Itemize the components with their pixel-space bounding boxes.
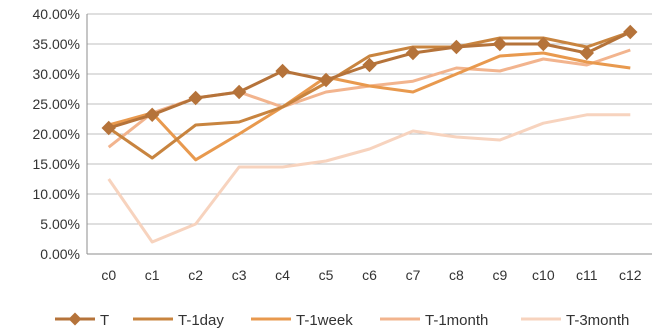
data-point-marker: [231, 84, 247, 100]
y-tick-label: 15.00%: [33, 156, 80, 172]
y-tick-label: 35.00%: [33, 36, 80, 52]
legend-label: T: [100, 312, 109, 329]
x-tick-label: c0: [101, 267, 116, 283]
data-point-marker: [449, 39, 464, 55]
legend-marker: [68, 312, 82, 326]
x-tick-label: c9: [492, 267, 507, 283]
x-tick-label: c6: [362, 267, 377, 283]
x-tick-label: c5: [319, 267, 334, 283]
x-tick-label: c11: [576, 267, 598, 283]
x-tick-label: c4: [275, 267, 290, 283]
data-point-marker: [188, 90, 203, 106]
data-point-marker: [275, 63, 290, 79]
y-tick-label: 10.00%: [33, 186, 80, 202]
x-tick-label: c7: [406, 267, 421, 283]
y-tick-label: 5.00%: [40, 216, 80, 232]
series-group: [101, 24, 638, 244]
y-tick-label: 0.00%: [40, 246, 80, 262]
y-tick-label: 30.00%: [33, 66, 80, 82]
data-point-marker: [492, 36, 508, 52]
data-point-marker: [362, 57, 377, 73]
legend-label: T-1day: [178, 312, 224, 329]
legend-label: T-3month: [566, 312, 629, 329]
data-point-marker: [318, 72, 334, 88]
series-line-t-3month: [107, 113, 631, 244]
x-tick-label: c1: [145, 267, 160, 283]
data-point-marker: [405, 45, 421, 61]
legend-label: T-1month: [425, 312, 488, 329]
data-point-marker: [536, 36, 551, 52]
y-tick-label: 20.00%: [33, 126, 80, 142]
data-point-marker: [101, 120, 116, 136]
series-line-t-1day: [107, 30, 631, 160]
x-tick-label: c10: [532, 267, 555, 283]
x-tick-label: c3: [232, 267, 247, 283]
y-tick-label: 40.00%: [33, 6, 80, 22]
legend: T T-1day T-1week T-1month T-3month: [55, 312, 629, 329]
data-point-marker: [623, 24, 638, 40]
x-tick-label: c12: [619, 267, 642, 283]
data-point-marker: [144, 107, 160, 123]
x-tick-label: c8: [449, 267, 464, 283]
x-axis: c0 c1 c2 c3 c4 c5 c6 c7 c8 c9 c10 c11 c12: [87, 253, 652, 283]
y-tick-label: 25.00%: [33, 96, 80, 112]
legend-label: T-1week: [296, 312, 353, 329]
y-axis: 0.00% 5.00% 10.00% 15.00% 20.00% 25.00% 30.00%…: [33, 6, 88, 262]
series-line-t-1week: [108, 51, 631, 162]
series-line-t: [108, 30, 631, 130]
data-point-marker: [579, 45, 595, 61]
x-tick-label: c2: [188, 267, 203, 283]
